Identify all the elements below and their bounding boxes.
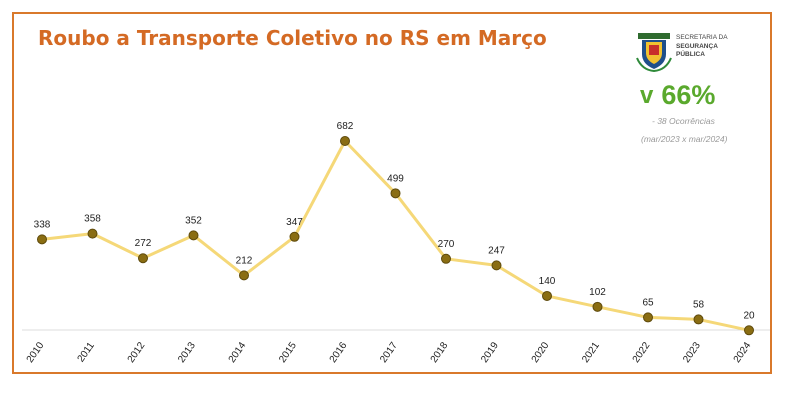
- data-point-2024: [744, 325, 754, 336]
- data-point-2011: [87, 228, 98, 239]
- data-point-2010: [37, 234, 47, 245]
- data-point-2015: [289, 231, 300, 242]
- x-tick-2018: 2018: [429, 340, 451, 365]
- data-point-2013: [188, 230, 199, 241]
- x-tick-2019: 2019: [479, 340, 501, 365]
- logo-line-3: PÚBLICA: [676, 51, 705, 58]
- data-point-2012: [138, 253, 148, 264]
- data-label-2015: 347: [286, 217, 303, 228]
- x-tick-2017: 2017: [378, 340, 400, 365]
- series-layer: [37, 136, 754, 336]
- rs-coat-of-arms-icon: [636, 33, 672, 73]
- data-label-2020: 140: [539, 276, 556, 287]
- x-tick-2024: 2024: [732, 340, 754, 365]
- data-point-2017: [390, 188, 401, 199]
- data-point-2023: [693, 314, 704, 325]
- logo-line-1: SECRETARIA DA: [676, 34, 728, 41]
- x-tick-2021: 2021: [580, 340, 602, 365]
- data-label-2014: 212: [236, 255, 253, 266]
- data-label-2019: 247: [488, 245, 505, 256]
- variation-kpi: v 66%: [640, 80, 715, 111]
- data-point-2020: [542, 290, 552, 301]
- data-point-2019: [491, 260, 502, 271]
- x-tick-layer: 2010 2011 2012 2013 2014 2015 2016 2017 2018 2019…: [25, 340, 754, 365]
- data-point-2021: [592, 301, 603, 312]
- data-point-2016: [340, 136, 350, 146]
- data-point-2018: [441, 253, 451, 264]
- data-label-layer: 338 358 272 352 212 347 682 499 270 247 140 102 65 58…: [34, 121, 755, 321]
- data-label-2021: 102: [589, 287, 606, 298]
- data-label-2023: 58: [693, 299, 705, 310]
- x-tick-2022: 2022: [631, 340, 653, 365]
- occurrences-delta: - 38 Ocorrências: [652, 116, 715, 126]
- x-tick-2014: 2014: [227, 340, 249, 365]
- x-tick-2013: 2013: [176, 340, 198, 365]
- data-label-2018: 270: [438, 239, 455, 250]
- x-tick-2015: 2015: [277, 340, 299, 365]
- x-tick-2011: 2011: [76, 340, 98, 364]
- data-label-2010: 338: [34, 219, 51, 230]
- data-point-2014: [239, 270, 249, 281]
- data-label-2024: 20: [743, 310, 755, 321]
- variation-value: 66%: [661, 80, 716, 110]
- data-label-2011: 358: [84, 214, 101, 225]
- x-tick-2012: 2012: [126, 340, 148, 365]
- data-point-2022: [643, 312, 653, 323]
- secretaria-logo: SECRETARIA DA SEGURANÇA PÚBLICA: [636, 30, 756, 74]
- logo-line-2: SEGURANÇA: [676, 42, 718, 50]
- chart-title: Roubo a Transporte Coletivo no RS em Mar…: [38, 26, 547, 50]
- data-label-2017: 499: [387, 173, 404, 184]
- data-label-2022: 65: [642, 297, 654, 308]
- comparison-period: (mar/2023 x mar/2024): [641, 134, 728, 144]
- x-tick-2016: 2016: [328, 340, 350, 365]
- data-label-2013: 352: [185, 215, 202, 226]
- down-arrow-icon: v: [640, 82, 654, 109]
- x-tick-2020: 2020: [530, 340, 552, 365]
- x-tick-2010: 2010: [25, 340, 47, 365]
- data-label-2012: 272: [135, 238, 152, 249]
- data-label-2016: 682: [337, 121, 354, 132]
- x-tick-2023: 2023: [681, 340, 703, 365]
- logo-text: SECRETARIA DA SEGURANÇA PÚBLICA: [676, 34, 728, 60]
